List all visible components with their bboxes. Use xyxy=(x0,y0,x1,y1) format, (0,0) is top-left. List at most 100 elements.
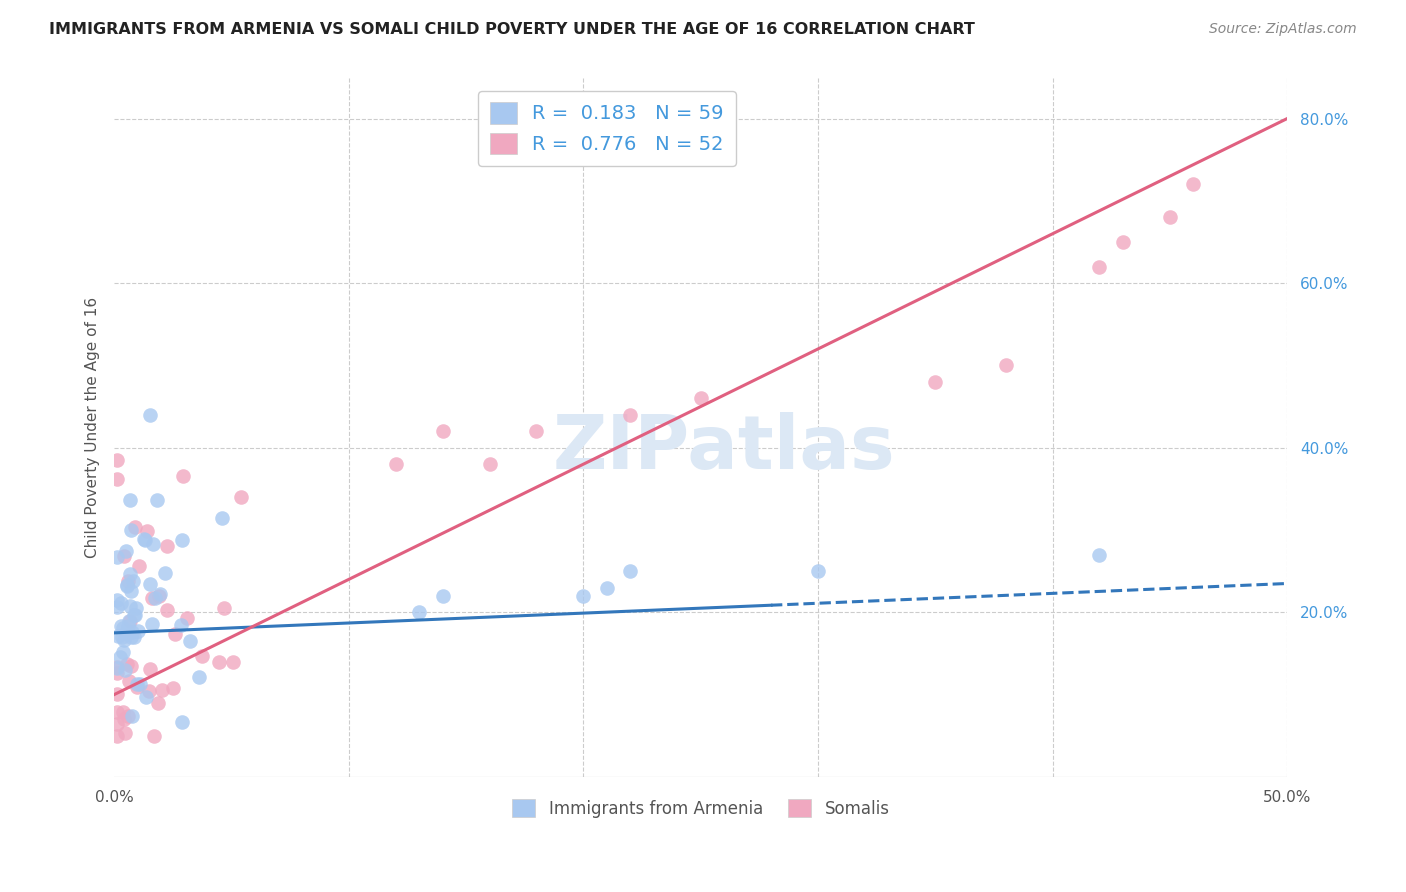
Point xyxy=(114,726,136,740)
Point xyxy=(1159,211,1181,225)
Point xyxy=(120,630,142,644)
Point xyxy=(179,634,201,648)
Point xyxy=(105,453,128,467)
Point xyxy=(176,611,198,625)
Point xyxy=(146,696,169,710)
Point xyxy=(110,596,132,610)
Text: IMMIGRANTS FROM ARMENIA VS SOMALI CHILD POVERTY UNDER THE AGE OF 16 CORRELATION : IMMIGRANTS FROM ARMENIA VS SOMALI CHILD … xyxy=(49,22,976,37)
Point xyxy=(619,564,641,578)
Point xyxy=(212,601,235,615)
Point xyxy=(572,589,595,603)
Point xyxy=(121,584,143,599)
Point xyxy=(408,605,430,619)
Point xyxy=(118,614,141,628)
Point xyxy=(122,630,145,644)
Point xyxy=(118,492,141,507)
Point xyxy=(115,578,138,592)
Point xyxy=(118,674,141,689)
Point xyxy=(596,581,619,595)
Point xyxy=(139,577,162,591)
Point xyxy=(924,375,946,389)
Point xyxy=(118,615,141,629)
Point xyxy=(135,690,157,705)
Point xyxy=(117,618,139,632)
Point xyxy=(125,600,148,615)
Point xyxy=(107,629,129,643)
Point xyxy=(105,665,128,680)
Point xyxy=(155,566,177,580)
Point xyxy=(122,574,145,589)
Point xyxy=(689,392,711,406)
Point xyxy=(115,657,138,672)
Point xyxy=(122,608,145,623)
Point xyxy=(229,490,252,504)
Point xyxy=(105,716,128,731)
Point xyxy=(526,424,548,438)
Point xyxy=(432,589,454,603)
Point xyxy=(127,624,149,638)
Point xyxy=(105,593,128,607)
Point xyxy=(1112,235,1135,249)
Point xyxy=(143,729,166,743)
Point xyxy=(124,607,146,622)
Point xyxy=(994,359,1017,373)
Point xyxy=(619,408,641,422)
Point xyxy=(121,708,143,723)
Point xyxy=(112,633,135,648)
Point xyxy=(112,712,135,726)
Point xyxy=(105,472,128,486)
Point xyxy=(105,705,128,719)
Point xyxy=(120,523,142,537)
Point xyxy=(139,408,162,422)
Point xyxy=(141,616,163,631)
Point xyxy=(165,627,187,641)
Point xyxy=(141,591,163,606)
Point xyxy=(118,567,141,582)
Point xyxy=(129,677,152,691)
Point xyxy=(807,564,830,578)
Point xyxy=(114,663,136,677)
Y-axis label: Child Poverty Under the Age of 16: Child Poverty Under the Age of 16 xyxy=(86,297,100,558)
Point xyxy=(117,624,139,638)
Point xyxy=(105,549,128,564)
Point xyxy=(1088,548,1111,562)
Point xyxy=(111,705,134,719)
Point xyxy=(187,670,209,684)
Point xyxy=(432,424,454,438)
Point xyxy=(120,659,142,673)
Point xyxy=(111,621,134,635)
Point xyxy=(117,708,139,723)
Point xyxy=(134,532,156,546)
Point xyxy=(105,600,128,615)
Point xyxy=(110,630,132,644)
Point xyxy=(170,533,193,548)
Point xyxy=(384,457,406,471)
Point xyxy=(191,649,214,664)
Point xyxy=(1088,260,1111,274)
Point xyxy=(110,619,132,633)
Point xyxy=(152,683,174,698)
Point xyxy=(120,599,142,614)
Point xyxy=(139,662,162,676)
Point xyxy=(115,578,138,592)
Point xyxy=(208,655,231,669)
Point xyxy=(105,661,128,675)
Point xyxy=(124,520,146,534)
Point xyxy=(136,524,159,539)
Point xyxy=(105,687,128,701)
Point xyxy=(125,676,148,690)
Point xyxy=(128,559,150,574)
Point xyxy=(142,536,165,550)
Point xyxy=(148,589,170,603)
Point xyxy=(156,603,179,617)
Point xyxy=(134,533,156,548)
Point xyxy=(138,683,160,698)
Point xyxy=(117,574,139,589)
Point xyxy=(112,549,135,563)
Text: Source: ZipAtlas.com: Source: ZipAtlas.com xyxy=(1209,22,1357,37)
Point xyxy=(121,624,143,639)
Point xyxy=(162,681,184,695)
Point xyxy=(478,457,501,471)
Point xyxy=(222,656,245,670)
Point xyxy=(211,511,233,525)
